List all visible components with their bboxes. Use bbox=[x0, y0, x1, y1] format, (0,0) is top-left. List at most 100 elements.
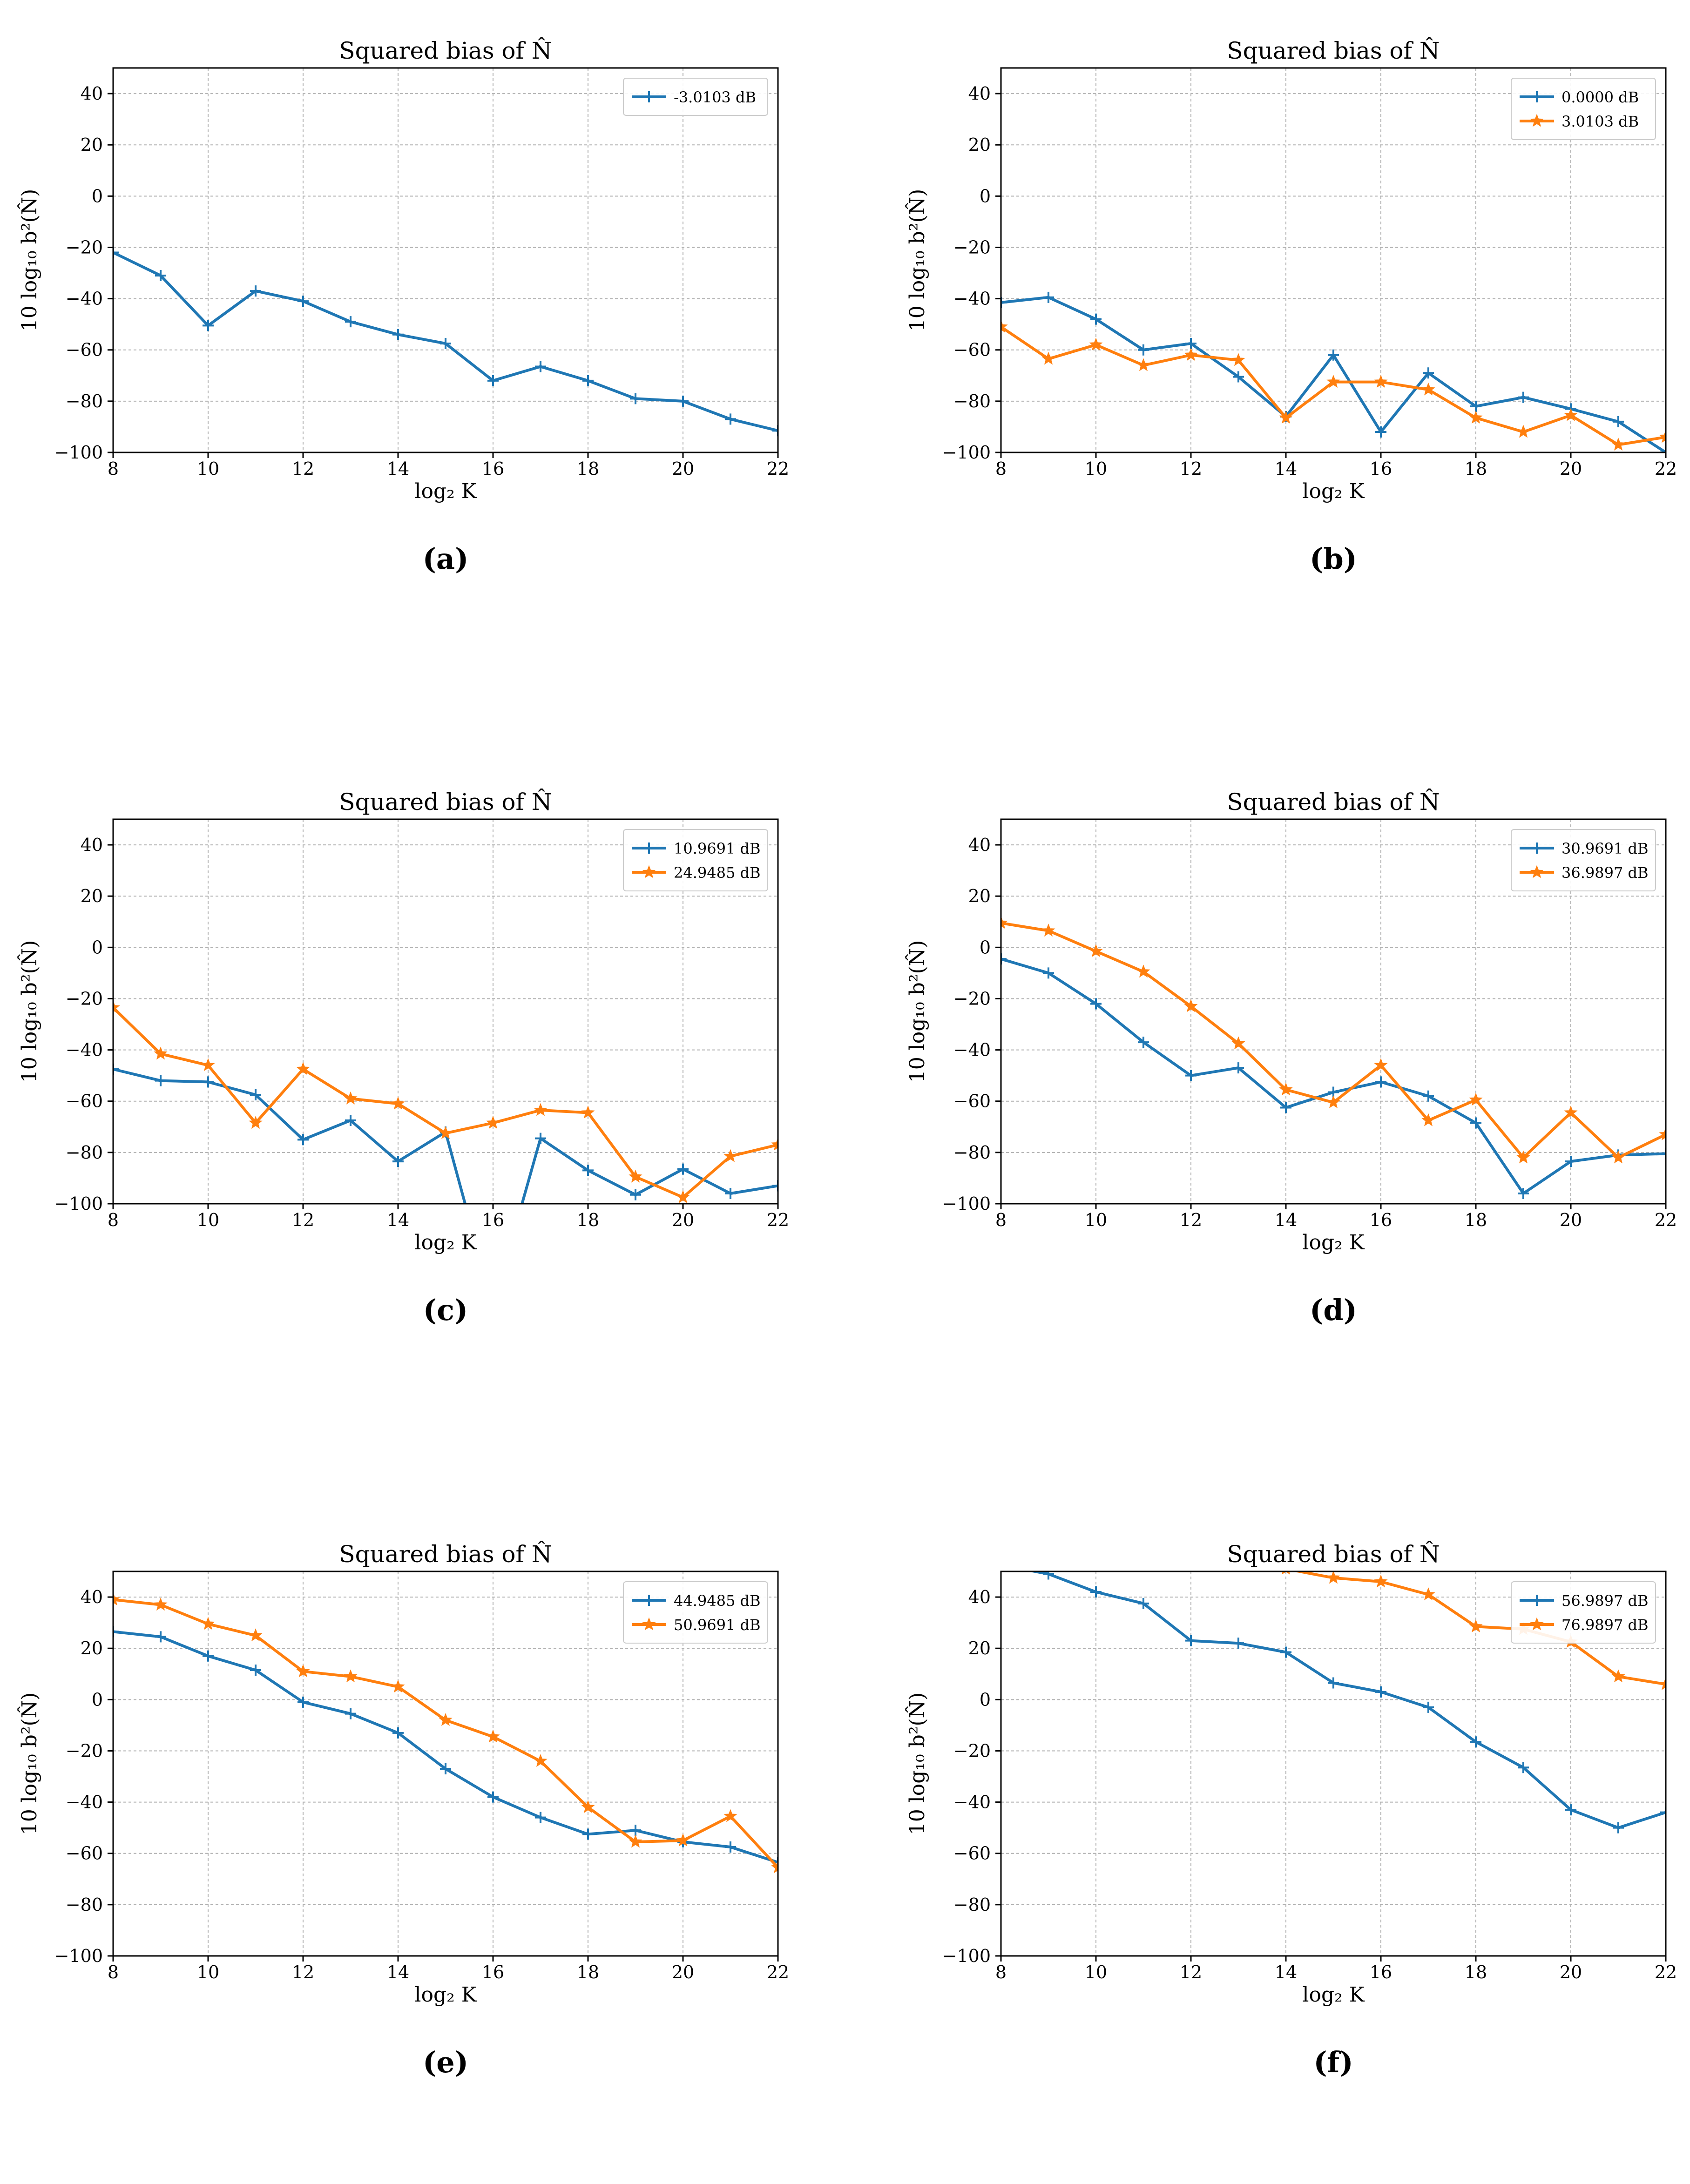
x-tick-label: 20 bbox=[672, 1210, 694, 1230]
x-tick-label: 10 bbox=[1085, 1210, 1107, 1230]
data-point bbox=[249, 1116, 263, 1129]
y-tick-label: 40 bbox=[81, 835, 103, 855]
x-tick-label: 18 bbox=[577, 1210, 599, 1230]
data-point bbox=[1518, 391, 1529, 403]
data-point bbox=[1328, 1677, 1339, 1689]
panel-label: (c) bbox=[423, 1293, 468, 1327]
data-point bbox=[1611, 1669, 1625, 1683]
data-point bbox=[1279, 411, 1293, 424]
data-point bbox=[1138, 1598, 1149, 1609]
legend-entry: 3.0103 dB bbox=[1562, 113, 1639, 130]
data-point bbox=[1184, 999, 1198, 1012]
x-tick-label: 8 bbox=[108, 1210, 119, 1230]
data-point bbox=[203, 320, 214, 331]
data-point bbox=[1043, 291, 1054, 303]
x-axis-label: log₂ K bbox=[1302, 1231, 1365, 1254]
y-tick-label: −20 bbox=[66, 988, 103, 1009]
axes-frame bbox=[112, 1571, 779, 1957]
y-tick-label: 0 bbox=[980, 1689, 991, 1710]
chart-title: Squared bias of N̂ bbox=[1227, 1540, 1440, 1568]
legend-box bbox=[623, 829, 768, 891]
y-tick-label: 0 bbox=[980, 186, 991, 206]
x-tick-label: 16 bbox=[482, 1962, 504, 1982]
x-tick-label: 18 bbox=[577, 1962, 599, 1982]
data-point bbox=[1374, 1574, 1388, 1588]
data-point bbox=[1611, 1150, 1625, 1164]
data-point bbox=[1565, 1804, 1576, 1816]
x-tick-label: 16 bbox=[1370, 1962, 1392, 1982]
y-tick-label: −60 bbox=[66, 1091, 103, 1112]
x-tick-label: 20 bbox=[672, 458, 694, 479]
data-point bbox=[723, 1809, 737, 1822]
legend: 30.9691 dB 36.9897 dB bbox=[1511, 829, 1656, 891]
data-point bbox=[1184, 348, 1198, 361]
data-point bbox=[1518, 1187, 1529, 1199]
data-point bbox=[249, 1628, 263, 1642]
data-point bbox=[297, 1134, 309, 1146]
data-point bbox=[535, 361, 546, 372]
x-tick-label: 20 bbox=[1560, 1962, 1582, 1982]
data-point bbox=[1185, 337, 1197, 349]
data-point bbox=[345, 1708, 356, 1719]
x-axis-label: log₂ K bbox=[414, 479, 477, 503]
data-point bbox=[1001, 297, 1007, 308]
x-tick-label: 20 bbox=[1560, 1210, 1582, 1230]
x-axis-label: log₂ K bbox=[1302, 1983, 1365, 2007]
y-tick-label: 20 bbox=[81, 886, 103, 906]
data-point bbox=[1136, 358, 1150, 371]
data-point bbox=[771, 1860, 778, 1874]
data-point bbox=[677, 395, 689, 407]
series-line-0 bbox=[113, 1067, 778, 1204]
data-point bbox=[1231, 1036, 1245, 1050]
legend: 56.9897 dB 76.9897 dB bbox=[1511, 1581, 1656, 1644]
data-point bbox=[392, 1727, 404, 1739]
data-point bbox=[1090, 313, 1102, 325]
data-point bbox=[535, 1132, 546, 1144]
y-tick-label: 20 bbox=[81, 135, 103, 155]
legend-entry: 24.9485 dB bbox=[674, 864, 761, 882]
y-tick-label: 20 bbox=[81, 1638, 103, 1658]
y-tick-label: 40 bbox=[81, 1587, 103, 1607]
data-point bbox=[440, 1763, 451, 1775]
x-tick-label: 12 bbox=[1180, 458, 1202, 479]
data-point bbox=[1518, 1762, 1529, 1773]
legend-entry: 76.9897 dB bbox=[1562, 1616, 1649, 1634]
data-point bbox=[155, 1631, 166, 1643]
data-point bbox=[392, 1156, 404, 1167]
data-point bbox=[486, 1729, 500, 1743]
legend-box bbox=[1511, 1581, 1656, 1644]
data-point bbox=[1423, 1701, 1434, 1713]
series-line-0 bbox=[1001, 957, 1666, 1195]
data-point bbox=[1564, 408, 1578, 421]
data-point bbox=[203, 1650, 214, 1662]
x-tick-label: 14 bbox=[1275, 1210, 1297, 1230]
data-point bbox=[113, 1063, 119, 1075]
data-point bbox=[1233, 1638, 1244, 1649]
data-point bbox=[250, 1089, 261, 1100]
chart-panel-f: 8 10 12 14 16 18 20 22 −100 −80 −60 −40 −20 0 20 40 Squa… bbox=[905, 1540, 1677, 2079]
x-tick-label: 14 bbox=[1275, 1962, 1297, 1982]
data-point bbox=[440, 337, 451, 349]
data-point bbox=[1516, 1150, 1530, 1164]
data-point bbox=[1421, 382, 1435, 396]
data-point bbox=[1565, 1156, 1576, 1167]
panel-label: (d) bbox=[1310, 1293, 1357, 1327]
data-point bbox=[1233, 371, 1244, 383]
data-point bbox=[1375, 1686, 1386, 1698]
x-tick-label: 12 bbox=[292, 1962, 314, 1982]
x-tick-label: 14 bbox=[1275, 458, 1297, 479]
x-tick-label: 10 bbox=[1085, 1962, 1107, 1982]
data-point bbox=[1043, 967, 1054, 979]
x-axis-label: log₂ K bbox=[414, 1231, 477, 1254]
legend: 10.9691 dB 24.9485 dB bbox=[623, 829, 768, 891]
data-point bbox=[1090, 1586, 1102, 1598]
legend-box bbox=[623, 1581, 768, 1644]
data-point bbox=[1659, 430, 1666, 443]
x-tick-label: 18 bbox=[1465, 458, 1487, 479]
chart-title: Squared bias of N̂ bbox=[1227, 788, 1440, 816]
y-tick-label: −40 bbox=[66, 289, 103, 309]
y-tick-label: −40 bbox=[66, 1040, 103, 1060]
x-tick-label: 22 bbox=[767, 1210, 789, 1230]
panel-label: (a) bbox=[423, 542, 469, 576]
